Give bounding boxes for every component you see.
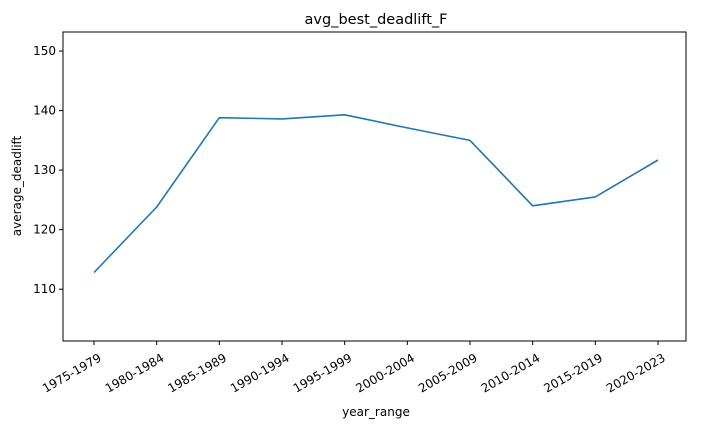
y-tick-label: 110	[33, 282, 56, 296]
chart-title: avg_best_deadlift_F	[305, 12, 448, 28]
y-axis-label: average_deadlift	[10, 135, 24, 236]
plot-area: 1975-1979 1980-1984 1985-1989 1990-1994 1995…	[33, 31, 687, 396]
series-layer	[93, 114, 659, 274]
y-tick-label: 130	[33, 163, 56, 177]
y-tick-label: 140	[33, 104, 56, 118]
y-tick-label: 120	[33, 223, 56, 237]
y-axis: 110 120 130 140 150	[33, 44, 63, 296]
series-line	[93, 114, 659, 274]
plot-frame	[62, 31, 687, 342]
y-tick-label: 150	[33, 44, 56, 58]
x-axis-label: year_range	[342, 405, 410, 419]
